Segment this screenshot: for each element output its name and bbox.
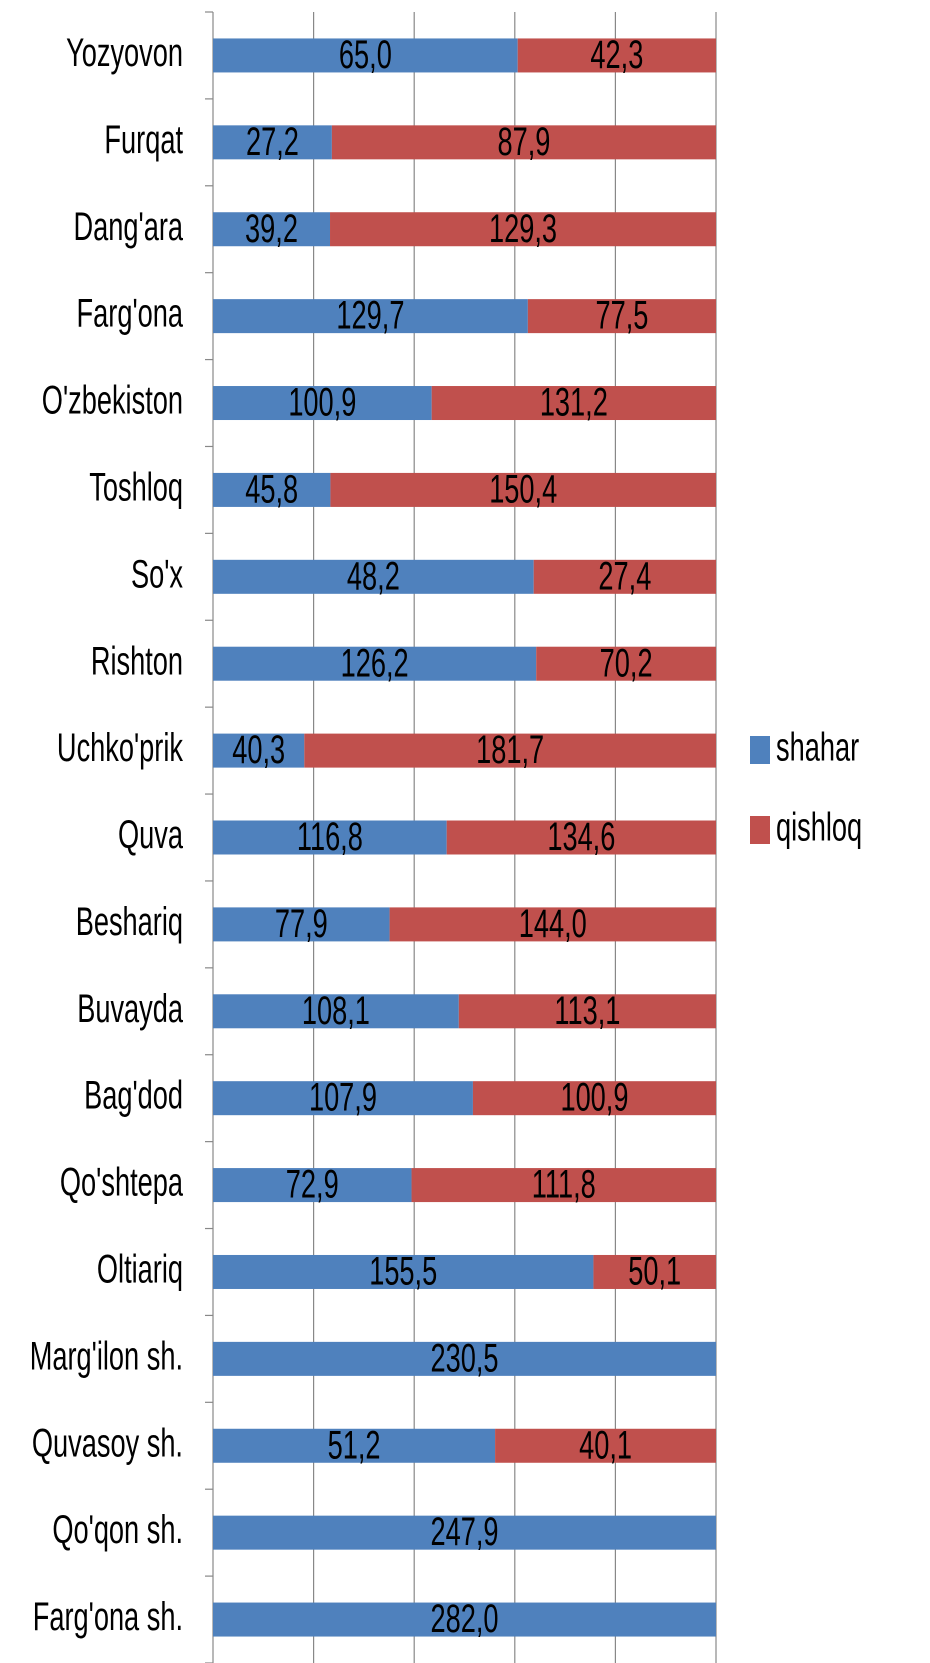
bar-segment [411, 1168, 716, 1203]
y-tick-label: Uchko'prik [57, 726, 184, 770]
data-label: 247,9 [430, 1510, 498, 1554]
data-label: 155,5 [369, 1249, 437, 1293]
y-tick-label: Dang'ara [74, 205, 184, 249]
y-tick-label: Marg'ilon sh. [30, 1334, 183, 1378]
bar-segment [213, 386, 432, 421]
bar-segment [536, 646, 716, 681]
data-label: 113,1 [554, 989, 620, 1033]
bar-segment [304, 733, 716, 768]
data-label: 111,8 [532, 1163, 596, 1207]
data-label: 126,2 [341, 641, 409, 685]
bar-segment [593, 1254, 716, 1289]
data-label: 144,0 [519, 902, 587, 946]
data-label: 40,1 [579, 1423, 632, 1467]
data-label: 100,9 [560, 1076, 628, 1120]
data-label: 282,0 [430, 1597, 498, 1641]
y-tick-label: So'x [131, 552, 183, 596]
y-tick-label: Farg'ona [77, 292, 184, 336]
bar-segment [330, 472, 716, 507]
bar-segment [517, 38, 716, 73]
bar-segment [458, 994, 716, 1029]
y-tick-label: Quvasoy sh. [32, 1421, 183, 1465]
data-label: 42,3 [590, 33, 643, 77]
data-label: 100,9 [288, 381, 356, 425]
data-label: 129,3 [489, 207, 557, 251]
data-label: 129,7 [336, 294, 404, 338]
y-tick-label: Yozyovon [66, 31, 183, 75]
bar-segment [533, 559, 716, 594]
data-label: 27,2 [246, 120, 299, 164]
bar-segment [213, 820, 447, 855]
bar-segment [389, 907, 716, 942]
bar-segment [213, 994, 459, 1029]
data-label: 27,4 [598, 554, 651, 598]
bar-segment [213, 1341, 716, 1376]
y-tick-label: O'zbekiston [42, 379, 183, 423]
data-label: 108,1 [302, 989, 370, 1033]
y-tick-label: Beshariq [76, 900, 183, 944]
bar-segment [213, 1602, 716, 1637]
data-label: 107,9 [309, 1076, 377, 1120]
data-label: 134,6 [547, 815, 615, 859]
bar-segment [213, 299, 528, 334]
y-tick-label: Oltiariq [97, 1247, 183, 1291]
legend-label: shahar [776, 725, 859, 769]
data-label: 70,2 [600, 641, 653, 685]
bar-segment [446, 820, 716, 855]
y-tick-label: Quva [118, 813, 184, 857]
data-label: 230,5 [430, 1336, 498, 1380]
bar-segment [213, 38, 518, 73]
bar-segment [472, 1081, 716, 1116]
bar-segment [213, 1428, 496, 1463]
y-tick-label: Qo'shtepa [60, 1161, 184, 1205]
bar-segment [213, 1081, 473, 1116]
y-tick-label: Bag'dod [84, 1074, 183, 1118]
bar-segment [213, 559, 534, 594]
data-label: 48,2 [347, 554, 400, 598]
y-tick-label: Qo'qon sh. [52, 1508, 183, 1552]
data-label: 50,1 [628, 1249, 681, 1293]
data-label: 181,7 [476, 728, 544, 772]
data-label: 77,9 [275, 902, 328, 946]
data-label: 51,2 [328, 1423, 381, 1467]
data-label: 131,2 [540, 381, 608, 425]
data-label: 45,8 [245, 467, 298, 511]
bar-segment [213, 1168, 412, 1203]
data-label: 87,9 [497, 120, 550, 164]
legend-label: qishloq [776, 805, 862, 849]
bar-segment [331, 125, 716, 160]
legend-swatch [750, 816, 770, 844]
bar-segment [495, 1428, 716, 1463]
bar-segment [213, 212, 331, 247]
y-tick-label: Toshloq [89, 465, 183, 509]
bar-segment [527, 299, 716, 334]
data-label: 116,8 [297, 815, 363, 859]
y-tick-label: Buvayda [77, 987, 184, 1031]
bar-segment [330, 212, 716, 247]
bar-segment [431, 386, 716, 421]
y-tick-label: Furqat [104, 118, 183, 162]
bar-segment [213, 733, 305, 768]
data-label: 65,0 [339, 33, 392, 77]
data-label: 72,9 [286, 1163, 339, 1207]
y-tick-label: Farg'ona sh. [33, 1595, 183, 1639]
data-label: 77,5 [595, 294, 648, 338]
y-tick-label: Rishton [91, 639, 183, 683]
bar-segment [213, 125, 332, 160]
bar-segment [213, 472, 331, 507]
data-label: 39,2 [245, 207, 298, 251]
bar-segment [213, 907, 390, 942]
bar-segment [213, 1515, 716, 1550]
bar-segment [213, 1254, 594, 1289]
bar-segment [213, 646, 537, 681]
data-label: 150,4 [489, 467, 557, 511]
legend-swatch [750, 736, 770, 764]
data-label: 40,3 [232, 728, 285, 772]
